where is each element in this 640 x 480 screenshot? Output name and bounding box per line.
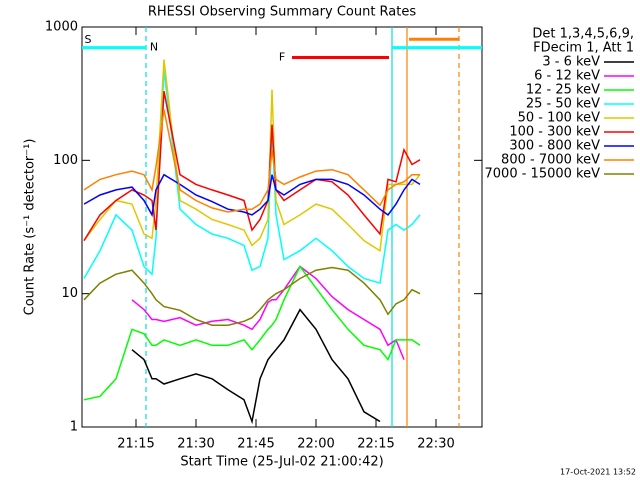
plot-frame (81, 26, 483, 428)
legend-label: 50 - 100 keV (518, 111, 601, 126)
footer: 17-Oct-2021 13:52 (560, 468, 636, 477)
x-tick-label: 22:15 (357, 437, 394, 452)
series-line (131, 265, 405, 360)
y-tick-label: 1 (70, 420, 78, 435)
x-tick-label: 21:45 (237, 437, 274, 452)
series-line (83, 69, 421, 285)
series-line (83, 266, 421, 326)
x-tick-label: 21:15 (117, 437, 154, 452)
legend-label: 800 - 7000 keV (501, 153, 600, 168)
legend-label: 3 - 6 keV (542, 55, 600, 70)
y-tick-label: 1000 (45, 20, 78, 35)
legend-header: Det 1,3,4,5,6,9, (532, 27, 634, 42)
series-line (83, 59, 421, 252)
legend-header: FDecim 1, Att 1 (533, 41, 634, 56)
x-axis-label: Start Time (25-Jul-02 21:00:42) (180, 455, 383, 470)
y-tick-label: 10 (61, 286, 78, 301)
legend-label: 100 - 300 keV (509, 125, 600, 140)
y-axis-label: Count Rate (s⁻¹ detector⁻¹) (23, 139, 38, 316)
x-tick-label: 22:00 (297, 437, 334, 452)
legend-label: 7000 - 15000 keV (485, 167, 601, 182)
annotation: N (150, 41, 158, 54)
series-line (131, 308, 381, 425)
legend-label: 300 - 800 keV (509, 139, 600, 154)
y-tick-label: 100 (53, 153, 78, 168)
chart-title: RHESSI Observing Summary Count Rates (148, 5, 417, 20)
legend-label: 25 - 50 keV (526, 97, 600, 112)
legend-label: 6 - 12 keV (534, 69, 600, 84)
series-line (83, 91, 421, 241)
legend-label: 12 - 25 keV (526, 83, 600, 98)
series-line (83, 265, 421, 401)
annotation: S (85, 33, 92, 46)
annotation: F (279, 51, 285, 64)
x-tick-label: 21:30 (177, 437, 214, 452)
series-line (83, 109, 420, 213)
series-line (83, 173, 421, 218)
x-tick-label: 22:30 (417, 437, 454, 452)
